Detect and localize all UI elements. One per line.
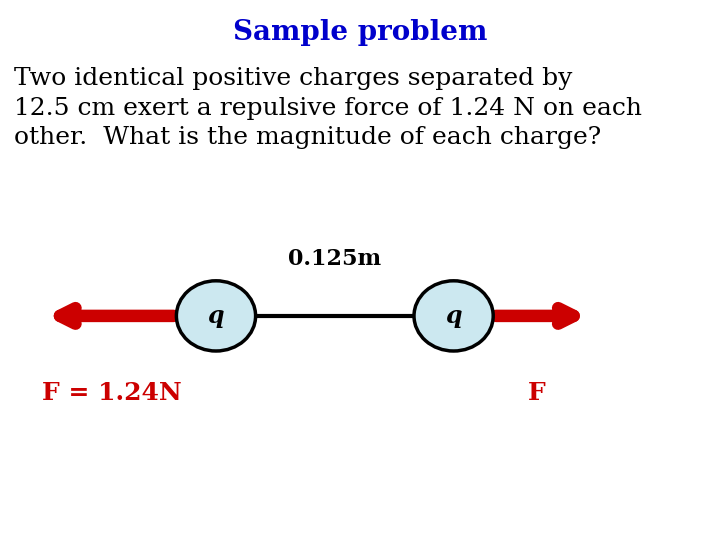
Ellipse shape [176,281,256,351]
Text: Two identical positive charges separated by
12.5 cm exert a repulsive force of 1: Two identical positive charges separated… [14,68,642,149]
Text: F = 1.24N: F = 1.24N [42,381,181,404]
Text: q: q [446,304,462,328]
Text: q: q [208,304,224,328]
Text: 0.125m: 0.125m [288,248,382,270]
Ellipse shape [414,281,493,351]
Text: F: F [528,381,545,404]
Text: Sample problem: Sample problem [233,19,487,46]
